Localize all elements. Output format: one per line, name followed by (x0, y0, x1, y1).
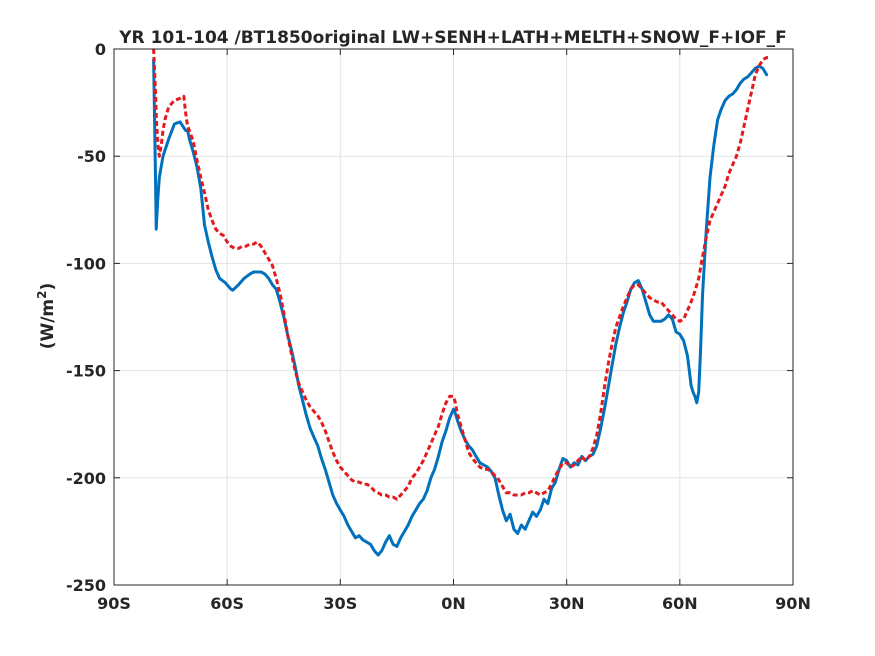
x-tick-label: 30S (323, 594, 357, 613)
y-tick-label: 0 (95, 40, 106, 59)
y-axis-label-superscript: 2 (35, 290, 49, 298)
x-axis: 90S 60S 30S 0N 30N 60N 90N (97, 49, 811, 613)
y-axis: 0 -50 -100 -150 -200 -250 (66, 40, 793, 595)
y-tick-label: -250 (66, 576, 106, 595)
y-tick-label: -50 (77, 147, 106, 166)
x-tick-label: 30N (549, 594, 585, 613)
y-axis-label-close: ) (38, 283, 58, 291)
x-tick-label: 60N (662, 594, 698, 613)
series-group (152, 48, 771, 557)
dashed-series-line (152, 48, 771, 501)
y-tick-label: -200 (66, 469, 106, 488)
x-tick-label: 90S (97, 594, 131, 613)
grid-lines (113, 48, 794, 586)
y-axis-label-text: (W/m (38, 299, 58, 349)
y-tick-label: -150 (66, 362, 106, 381)
x-tick-label: 90N (775, 594, 811, 613)
y-axis-label: (W/m2) (35, 283, 58, 350)
solid-series-line (152, 58, 769, 557)
x-tick-label: 0N (441, 594, 466, 613)
y-tick-label: -100 (66, 254, 106, 273)
x-tick-label: 60S (210, 594, 244, 613)
chart-title: YR 101-104 /BT1850original LW+SENH+LATH+… (118, 28, 787, 48)
